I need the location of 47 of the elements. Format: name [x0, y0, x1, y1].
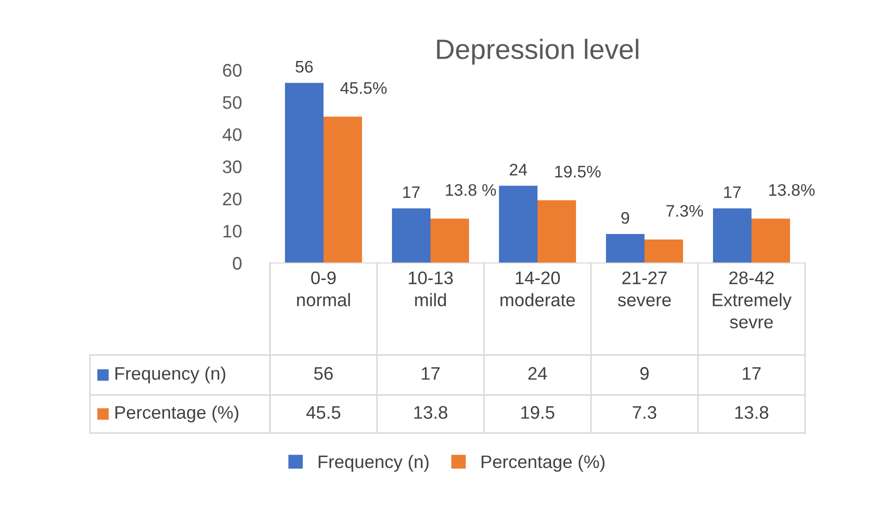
text: Percentage (%): [482, 454, 605, 472]
legend-label: Percentage (%): [115, 406, 238, 422]
bar: [712, 208, 752, 263]
bar: [498, 186, 538, 263]
data-label: 56: [296, 60, 313, 73]
data-label: 19.5%: [555, 166, 601, 178]
y-tick-label: 20: [223, 192, 242, 206]
text: 9: [640, 367, 649, 380]
legend-label: Frequency (n): [115, 366, 226, 384]
text: 19.5: [521, 406, 554, 419]
text: 13.8: [414, 406, 448, 419]
bar: [430, 218, 470, 263]
text: 13.8: [735, 406, 768, 419]
bar: [392, 208, 430, 263]
text: 45.5: [306, 406, 340, 419]
y-tick-label: 0: [232, 256, 242, 270]
text: 17: [422, 367, 440, 380]
x-tick-label: 28-42 Extremely sevre: [712, 271, 792, 328]
y-tick-label: 30: [222, 160, 242, 174]
y-tick-label: 10: [224, 224, 242, 238]
data-label: 13.8 %: [446, 184, 496, 196]
x-tick-label: 10-13 mild: [408, 271, 453, 306]
text: 56: [314, 367, 333, 380]
data-label: 7.3%: [666, 204, 703, 217]
bar: [324, 116, 362, 263]
bar: [538, 200, 576, 263]
bar: [644, 240, 684, 263]
y-tick-label: 60: [223, 64, 242, 77]
data-label: 45.5%: [340, 82, 387, 94]
x-tick-label: 21-27 severe: [618, 271, 671, 306]
text: Frequency (n): [318, 454, 429, 472]
data-label: 17: [403, 186, 420, 198]
y-tick-label: 50: [222, 96, 242, 109]
y-tick-label: 40: [222, 128, 242, 142]
data-label: 9: [621, 212, 630, 224]
bar: [752, 218, 790, 263]
text: 7.3: [632, 406, 656, 419]
text: 24: [528, 367, 548, 380]
chart-title: Depression level: [437, 38, 638, 65]
text: 17: [742, 367, 761, 380]
data-label: 24: [510, 164, 528, 176]
data-label: 17: [724, 186, 741, 198]
data-label: 13.8%: [769, 184, 815, 196]
x-tick-label: 0-9 normal: [297, 271, 350, 306]
x-tick-label: 14-20 moderate: [500, 271, 575, 306]
bar: [284, 82, 324, 263]
bar: [606, 234, 644, 263]
